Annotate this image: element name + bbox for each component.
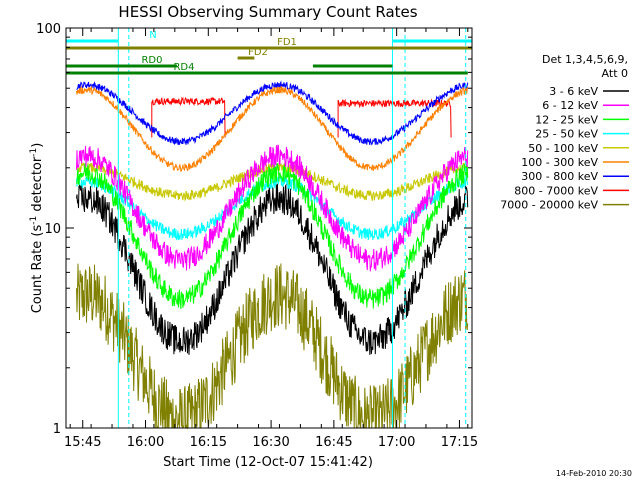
x-tick-label: 17:15	[441, 435, 478, 450]
legend-label-3-6-kev: 3 - 6 keV	[549, 85, 598, 98]
series-line-6-12-kev	[76, 144, 469, 272]
flag-label-fd2: FD2	[248, 47, 268, 58]
x-tick-label: 16:45	[315, 435, 352, 450]
footer-date: 14-Feb-2010 20:30	[556, 469, 632, 478]
series-line-12-25-kev	[76, 163, 469, 310]
flag-label-n: N	[149, 30, 156, 41]
series-line-3-6-kev	[76, 183, 469, 355]
flag-label-fd1: FD1	[277, 37, 297, 48]
y-tick-label: 100	[36, 22, 61, 37]
series-line-25-50-kev	[76, 174, 469, 241]
x-tick-label: 16:00	[127, 435, 164, 450]
x-tick-label: 17:00	[378, 435, 415, 450]
x-tick-label: 15:45	[64, 435, 101, 450]
x-tick-label: 16:15	[190, 435, 227, 450]
flag-label-rd0: RD0	[141, 55, 162, 66]
x-tick-label: 16:30	[252, 435, 289, 450]
flag-bars: N FD1 FD2 RD0 RD4	[66, 30, 472, 75]
x-axis-label: Start Time (12-Oct-07 15:41:42)	[163, 455, 373, 470]
legend-title-line-2: Att 0	[602, 67, 628, 80]
axes: 15:45 16:00 16:15 16:30 16:45 17:00 17:15 1 10 10…	[36, 22, 478, 450]
series-layer	[76, 80, 469, 430]
y-tick-label: 1	[53, 422, 61, 437]
legend-label-6-12-kev: 6 - 12 keV	[542, 99, 598, 112]
series-line-100-300-kev	[76, 85, 469, 173]
legend-label-7000-20000-kev: 7000 - 20000 keV	[500, 199, 598, 212]
series-line-300-800-kev	[76, 80, 469, 146]
series-line-800-7000-kev-segment-2	[337, 98, 452, 138]
legend-label-100-300-kev: 100 - 300 keV	[521, 156, 598, 169]
series-line-7000-20000-kev	[76, 263, 469, 430]
legend-label-800-7000-kev: 800 - 7000 keV	[514, 184, 598, 197]
y-axis-label: Count Rate (s-1 detector-1)	[29, 143, 45, 314]
flag-label-rd4: RD4	[173, 62, 194, 73]
series-line-50-100-kev	[76, 162, 469, 202]
legend-label-300-800-kev: 300 - 800 keV	[521, 170, 598, 183]
legend-label-50-100-kev: 50 - 100 keV	[528, 142, 598, 155]
legend-label-12-25-kev: 12 - 25 keV	[535, 113, 598, 126]
chart-title: HESSI Observing Summary Count Rates	[118, 3, 417, 21]
legend-label-25-50-kev: 25 - 50 keV	[535, 128, 598, 141]
y-tick-label: 10	[44, 222, 61, 237]
series-line-800-7000-kev-segment-1	[151, 96, 226, 138]
legend-title-line-1: Det 1,3,4,5,6,9,	[542, 53, 628, 66]
